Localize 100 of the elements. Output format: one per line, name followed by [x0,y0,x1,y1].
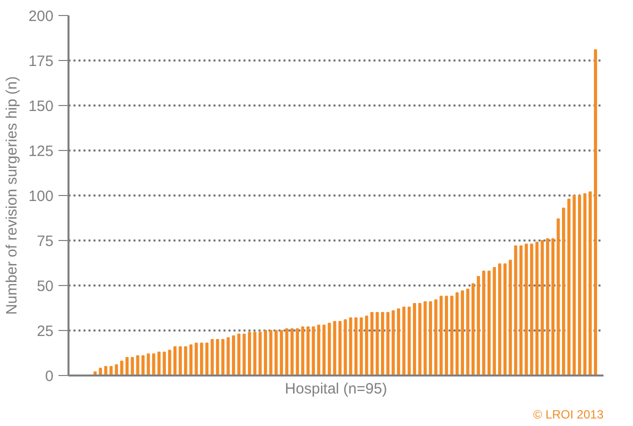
bar [200,342,204,376]
bar [424,301,427,376]
y-tick-label: 25 [36,323,54,340]
bar [402,306,406,376]
bar [386,312,390,376]
y-tick-label: 150 [28,98,54,115]
bar [157,352,161,376]
bar [114,364,118,376]
bar [440,296,443,376]
bar [567,198,570,376]
bar [524,244,528,376]
bar [242,334,246,376]
bar [444,296,448,376]
bar [392,310,395,376]
bar [562,208,566,376]
bar [508,260,512,376]
bar [253,332,256,376]
bar [312,326,315,376]
bar [487,270,491,376]
bar [306,326,310,376]
bar [264,330,268,376]
bar [498,263,502,376]
bar [328,322,331,376]
bar [428,301,432,376]
bar [556,218,560,376]
bar [370,312,374,376]
bar [365,316,368,376]
bar [125,357,129,376]
bar [269,330,272,376]
bar [317,324,320,376]
bar [482,270,486,376]
bar [189,344,192,376]
bar [120,360,124,376]
bar [194,342,198,376]
bar [168,350,172,376]
bar [434,299,438,376]
y-axis-title: Number of revision surgeries hip (n) [3,76,20,315]
bar [322,324,326,376]
bar [492,267,496,376]
bar [301,326,304,376]
bar [296,328,299,376]
bar [594,49,598,376]
bar [338,321,342,376]
bar [408,306,411,376]
bar [551,238,554,376]
bar [141,355,145,376]
bar [588,191,592,376]
bar [221,339,224,376]
bar [104,366,108,376]
bar [226,337,230,376]
bar [205,342,208,376]
text: © LROI 2013 [533,408,604,422]
bar [456,292,459,376]
bar [503,263,507,376]
bar [146,353,150,376]
bar [136,355,140,376]
bar [530,244,534,376]
bar [237,334,240,376]
bar [381,312,384,376]
bar [514,245,518,376]
bar [354,317,358,376]
bar [450,296,454,376]
bar [152,353,156,376]
y-tick-label: 125 [28,143,54,160]
bar [173,346,177,376]
bar [178,346,182,376]
bar [360,317,363,376]
bar [376,312,379,376]
y-tick-label: 50 [36,278,54,295]
bar [349,317,352,376]
bar [578,195,582,376]
bar [466,288,470,376]
bar [418,303,422,376]
bar [285,328,288,376]
bar [333,321,336,376]
bar [583,193,586,376]
bar [290,328,294,376]
bar [396,308,400,376]
bar [232,335,236,376]
y-tick-label: 75 [36,233,54,250]
bar [476,276,480,376]
bar [412,303,416,376]
bar [216,339,220,376]
bar [519,245,523,376]
bar [460,290,464,376]
x-axis-title: Hospital (n=95) [284,380,388,398]
bar [258,332,262,376]
bar [280,330,283,376]
bar [344,319,347,376]
bar [130,357,134,376]
bar [184,346,188,376]
y-tick-label: 200 [28,8,54,25]
y-tick-label: 175 [28,53,54,70]
y-tick-label: 100 [28,188,54,205]
bar [274,330,278,376]
bar [472,283,475,376]
bar [540,240,544,376]
bar [535,242,539,376]
bar [248,332,252,376]
bar [546,238,550,376]
